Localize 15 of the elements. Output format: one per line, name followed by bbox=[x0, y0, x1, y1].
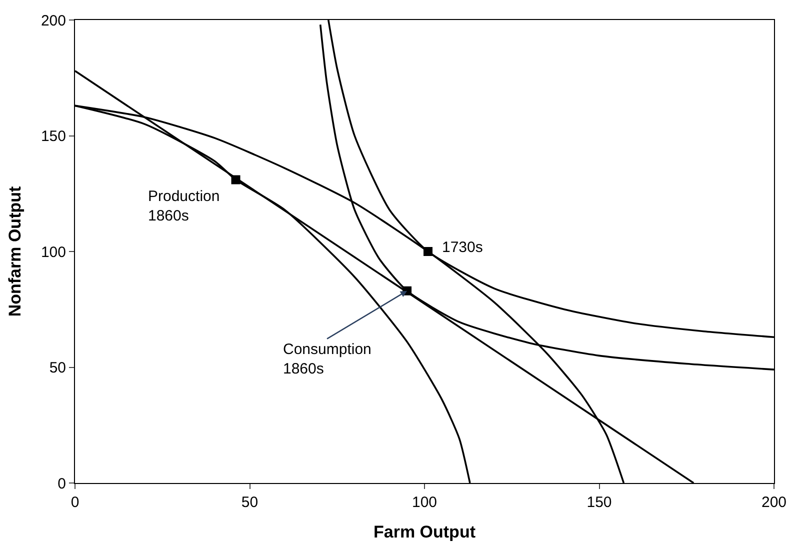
annotation: Production 1860s bbox=[148, 188, 220, 224]
y-tick-label: 150 bbox=[40, 128, 66, 145]
y-tick-label: 50 bbox=[49, 360, 66, 376]
x-tick-label: 150 bbox=[586, 494, 612, 511]
annotation: 1730s bbox=[442, 239, 483, 256]
x-tick-label: 100 bbox=[412, 494, 438, 511]
x-axis-title: Farm Output bbox=[374, 522, 476, 542]
y-tick-label: 100 bbox=[40, 244, 66, 261]
x-tick-label: 200 bbox=[761, 494, 787, 511]
annotation: Consumption 1860s bbox=[283, 341, 372, 378]
y-tick-label: 200 bbox=[40, 12, 66, 30]
y-axis-title: Nonfarm Output bbox=[6, 186, 25, 317]
y-tick-label: 0 bbox=[58, 475, 66, 492]
x-tick-label: 50 bbox=[241, 494, 258, 511]
x-tick-label: 0 bbox=[70, 494, 80, 511]
